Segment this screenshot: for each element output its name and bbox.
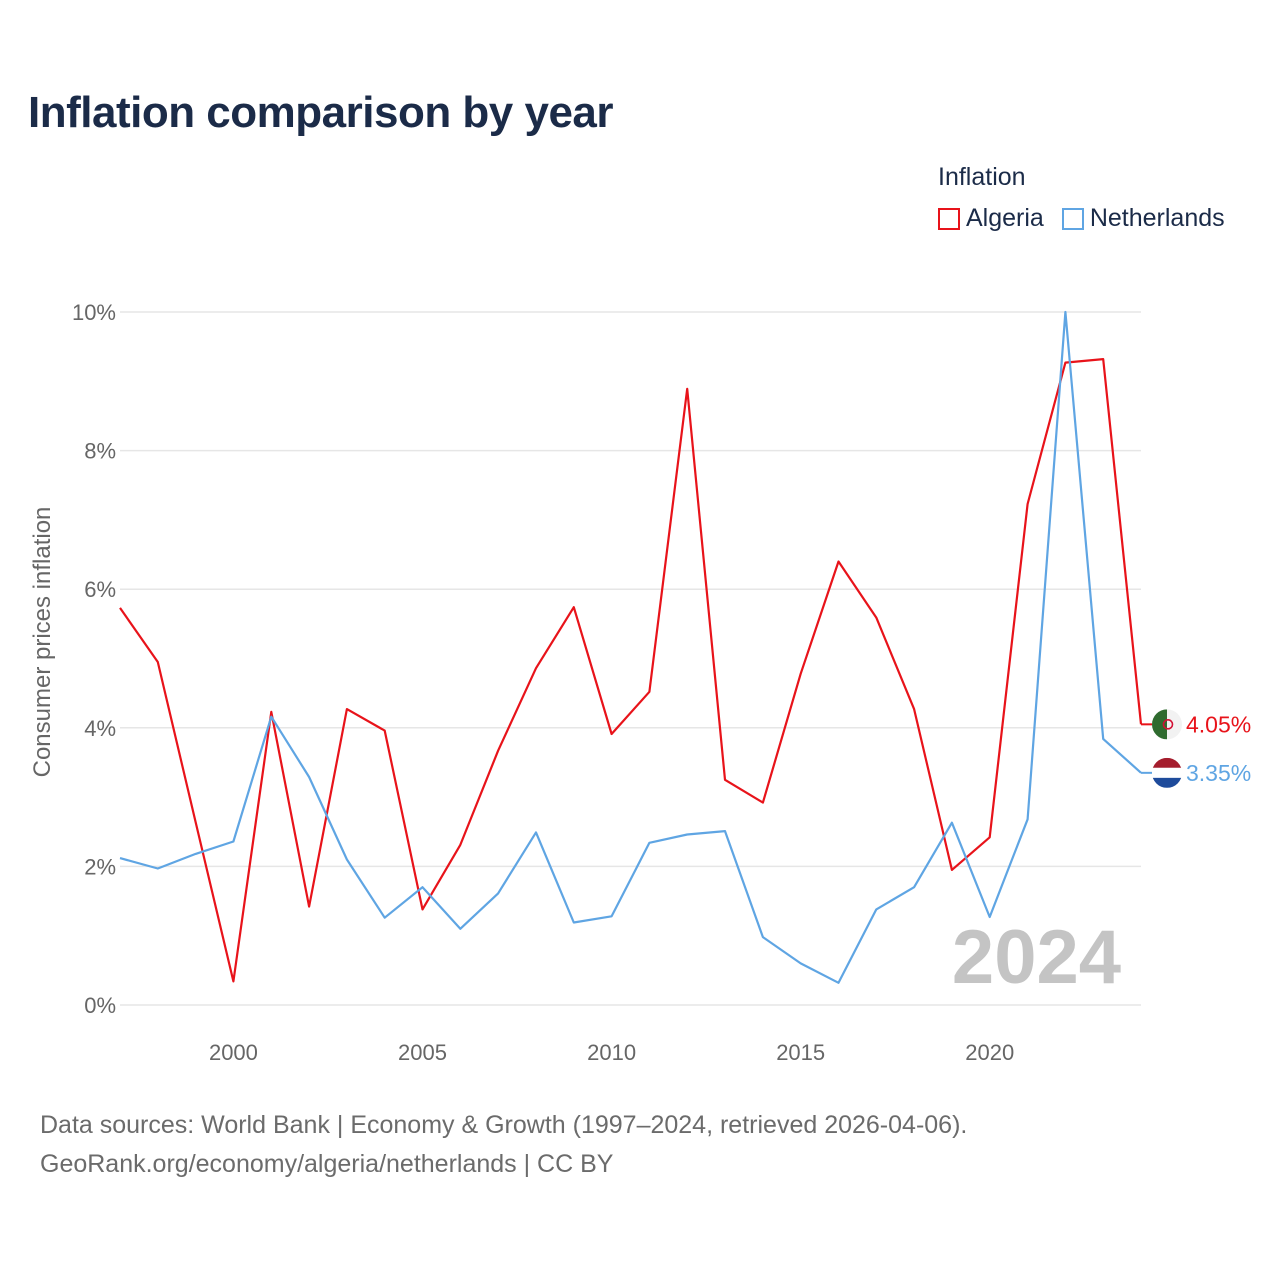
y-axis-label: Consumer prices inflation [29, 507, 56, 778]
x-tick-label: 2015 [776, 1040, 825, 1065]
series-line-algeria [119, 358, 1143, 983]
x-tick-label: 2000 [209, 1040, 258, 1065]
footer-link: GeoRank.org/economy/algeria/netherlands … [40, 1150, 614, 1178]
line-chart: 0% 2% 4% 6% 8% 10% 2000 2005 2010 2015 2020 Consume… [29, 300, 1251, 1065]
y-tick-label: 0% [84, 993, 116, 1018]
netherlands-flag-icon [1152, 757, 1182, 788]
legend-swatch-netherlands [1061, 207, 1084, 230]
series-line-netherlands [119, 310, 1142, 984]
legend-item-algeria[interactable]: Algeria [938, 204, 1044, 233]
y-tick-label: 10% [72, 300, 116, 325]
legend-label-netherlands: Netherlands [1089, 204, 1225, 232]
y-tick-label: 8% [84, 439, 116, 464]
legend-item-netherlands[interactable]: Netherlands [1061, 204, 1225, 233]
algeria-flag-icon [1152, 709, 1182, 740]
year-watermark: 2024 [952, 915, 1121, 1000]
legend: Algeria Netherlands [938, 204, 1243, 233]
x-tick-label: 2010 [587, 1040, 636, 1065]
legend-swatch-algeria [938, 207, 960, 230]
x-tick-label: 2020 [965, 1040, 1014, 1065]
x-tick-label: 2005 [398, 1040, 447, 1065]
footer: Data sources: World Bank | Economy & Gro… [40, 1106, 967, 1184]
footer-sources: Data sources: World Bank | Economy & Gro… [40, 1111, 968, 1139]
y-tick-label: 4% [84, 716, 116, 741]
end-label-algeria: 4.05% [1186, 711, 1251, 737]
y-tick-label: 2% [84, 854, 116, 879]
chart-title: Inflation comparison by year [28, 88, 614, 137]
end-label-netherlands: 3.35% [1186, 760, 1251, 786]
legend-title: Inflation [938, 163, 1026, 191]
y-tick-label: 6% [84, 577, 116, 602]
legend-label-algeria: Algeria [966, 204, 1044, 232]
